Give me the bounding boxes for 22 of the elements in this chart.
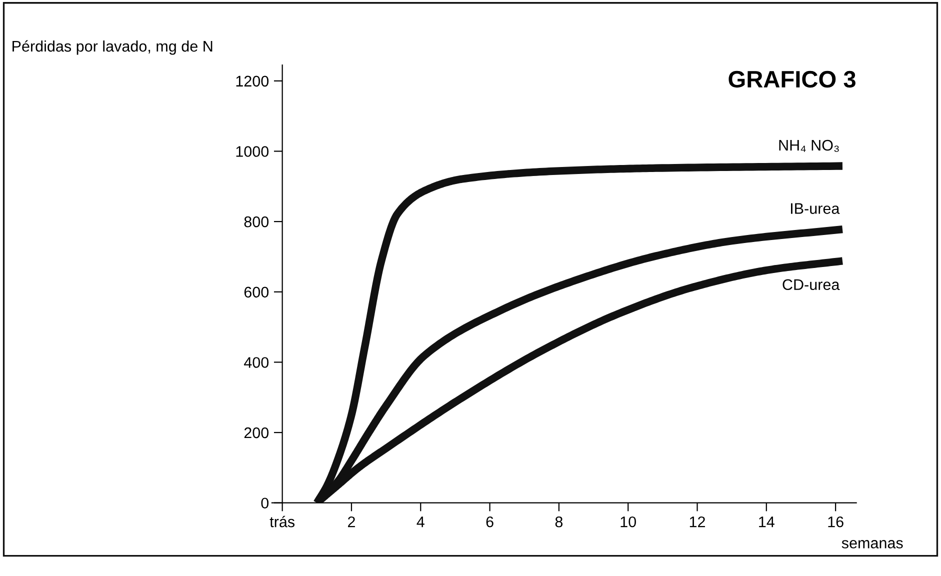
series-label: CD-urea bbox=[782, 279, 840, 290]
series-label: NH₄ NO₃ bbox=[779, 140, 839, 152]
y-tick-label: 600 bbox=[244, 286, 269, 298]
x-axis-title: semanas bbox=[842, 540, 903, 548]
chart-title: GRAFICO 3 bbox=[728, 70, 856, 88]
y-tick-label: 400 bbox=[244, 357, 269, 368]
x-tick-label: 4 bbox=[416, 516, 424, 528]
y-tick-label: 200 bbox=[244, 427, 269, 438]
y-tick-label: 1200 bbox=[236, 76, 269, 87]
x-tick-label: 8 bbox=[555, 516, 563, 528]
y-axis-title: Pérdidas por lavado, mg de N bbox=[12, 40, 212, 55]
x-tick-label: 12 bbox=[690, 516, 705, 528]
x-tick-label: 6 bbox=[486, 516, 494, 528]
y-tick-label: 0 bbox=[261, 498, 269, 509]
x-tick-label: 14 bbox=[759, 516, 774, 528]
y-tick-label: 1000 bbox=[236, 146, 269, 157]
x-tick-label: 16 bbox=[828, 516, 844, 528]
x-tick-label: trás bbox=[270, 516, 295, 528]
y-tick-label: 800 bbox=[244, 216, 269, 228]
x-tick-label: 2 bbox=[348, 516, 355, 528]
series-label: IB-urea bbox=[791, 203, 840, 214]
x-tick-label: 10 bbox=[620, 516, 636, 528]
